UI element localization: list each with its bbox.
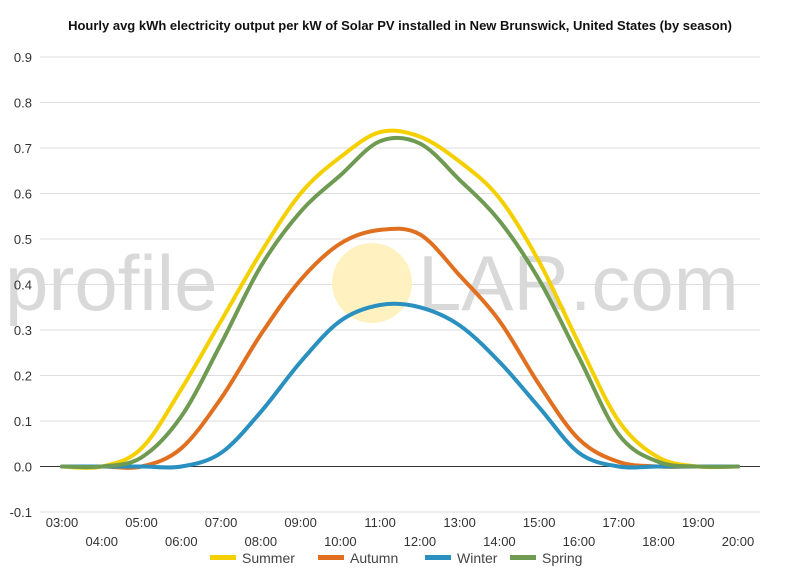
series-line-summer: [60, 128, 740, 470]
x-tick-label: 07:00: [205, 515, 238, 530]
x-tick-label: 08:00: [245, 534, 278, 549]
watermark-text-right: LAR.com: [418, 239, 739, 327]
x-tick-label: 15:00: [523, 515, 556, 530]
y-tick-label: 0.8: [14, 96, 32, 111]
x-tick-label: 20:00: [722, 534, 755, 549]
y-tick-label: 0.0: [14, 460, 32, 475]
legend: Summer Autumn Winter Spring: [210, 550, 582, 566]
watermark: profile LAR.com: [5, 239, 739, 327]
y-tick-label: 0.2: [14, 369, 32, 384]
x-tick-label: 09:00: [284, 515, 317, 530]
series-lines: [60, 128, 740, 470]
x-tick-label: 12:00: [404, 534, 437, 549]
legend-label-spring: Spring: [542, 550, 582, 566]
legend-label-autumn: Autumn: [350, 550, 398, 566]
x-tick-label: 05:00: [125, 515, 158, 530]
x-axis-ticks: 03:00 05:00 07:00 09:00 11:00 13:00 15:00 17:00…: [46, 515, 755, 549]
legend-swatch-autumn: [318, 555, 344, 560]
x-tick-label: 19:00: [682, 515, 715, 530]
y-tick-label: 0.1: [14, 414, 32, 429]
x-tick-label: 18:00: [642, 534, 675, 549]
x-tick-label: 06:00: [165, 534, 198, 549]
legend-swatch-summer: [210, 555, 236, 560]
y-axis-ticks: -0.1 0.0 0.1 0.2 0.3 0.4 0.5 0.6 0.7 0.8 0.9: [10, 50, 32, 520]
legend-swatch-spring: [510, 555, 536, 560]
y-tick-label: 0.4: [14, 278, 32, 293]
watermark-sun-icon: [332, 243, 412, 323]
y-tick-label: 0.9: [14, 50, 32, 65]
x-tick-label: 03:00: [46, 515, 79, 530]
series-line-autumn: [60, 226, 740, 470]
series-line-winter: [60, 301, 740, 470]
x-tick-label: 13:00: [443, 515, 476, 530]
y-tick-label: 0.6: [14, 187, 32, 202]
x-tick-label: 14:00: [483, 534, 516, 549]
legend-swatch-winter: [425, 555, 451, 560]
series-line-spring: [60, 135, 740, 470]
x-tick-label: 10:00: [324, 534, 357, 549]
x-tick-label: 04:00: [85, 534, 118, 549]
watermark-text-left: profile: [5, 239, 217, 327]
chart-title: Hourly avg kWh electricity output per kW…: [68, 18, 732, 33]
x-tick-label: 16:00: [563, 534, 596, 549]
x-tick-label: 11:00: [364, 515, 396, 530]
y-tick-label: 0.5: [14, 232, 32, 247]
y-tick-label: 0.3: [14, 323, 32, 338]
y-tick-label: 0.7: [14, 141, 32, 156]
y-tick-label: -0.1: [10, 505, 32, 520]
x-tick-label: 17:00: [602, 515, 635, 530]
legend-label-summer: Summer: [242, 550, 295, 566]
legend-label-winter: Winter: [457, 550, 498, 566]
